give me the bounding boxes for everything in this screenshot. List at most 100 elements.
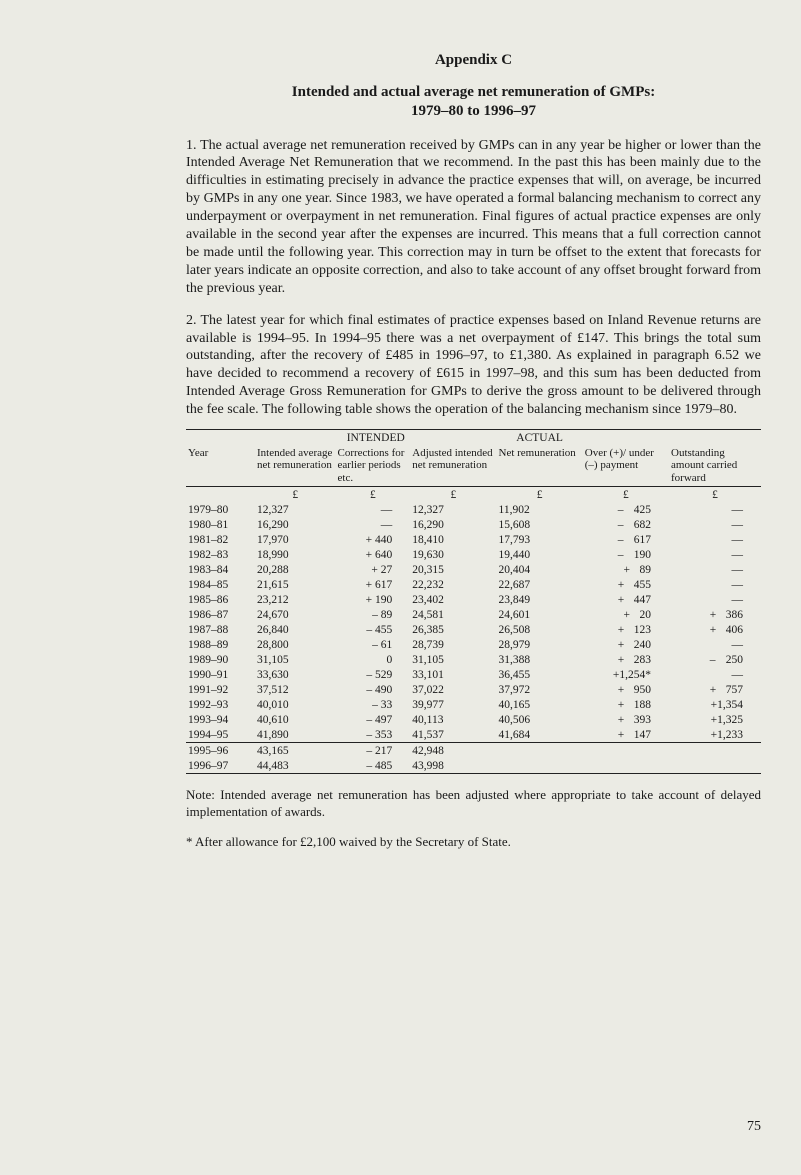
cell-value: – 61 [336, 637, 411, 652]
cell-value: 37,022 [410, 682, 496, 697]
cell-year: 1996–97 [186, 758, 255, 774]
cell-outstanding: +757 [669, 682, 761, 697]
table-row: 1984–8521,615+ 61722,23222,687+455— [186, 577, 761, 592]
cell-outstanding: — [669, 637, 761, 652]
cell-value: 23,402 [410, 592, 496, 607]
col-net: Net remuneration [497, 445, 583, 486]
cell-value: 24,601 [497, 607, 583, 622]
cell-year: 1981–82 [186, 532, 255, 547]
cell-value: 23,212 [255, 592, 336, 607]
cell-value: 0 [336, 652, 411, 667]
cell-value: 33,630 [255, 667, 336, 682]
cell-value: 16,290 [410, 517, 496, 532]
cell-value [497, 743, 583, 759]
cell-outstanding: — [669, 532, 761, 547]
cell-value: – 490 [336, 682, 411, 697]
cell-value: 21,615 [255, 577, 336, 592]
table-row: 1983–8420,288+ 2720,31520,404+89— [186, 562, 761, 577]
table-footnote: * After allowance for £2,100 waived by t… [186, 834, 761, 850]
cell-value: 28,800 [255, 637, 336, 652]
cell-value: 40,113 [410, 712, 496, 727]
cell-outstanding [669, 758, 761, 774]
cell-value: + 190 [336, 592, 411, 607]
cell-over-under: +240 [583, 637, 669, 652]
table-row: 1979–8012,327—12,32711,902–425— [186, 502, 761, 517]
paragraph-1: 1. The actual average net remuneration r… [186, 137, 761, 298]
cell-value: 37,512 [255, 682, 336, 697]
cell-value: — [336, 517, 411, 532]
cell-value [497, 758, 583, 774]
cell-value: 23,849 [497, 592, 583, 607]
cell-year: 1988–89 [186, 637, 255, 652]
cell-value: 12,327 [255, 502, 336, 517]
cell-value: 15,608 [497, 517, 583, 532]
cell-year: 1987–88 [186, 622, 255, 637]
cell-outstanding: +1,325 [669, 712, 761, 727]
cell-value: 18,410 [410, 532, 496, 547]
col-outstanding: Outstanding amount carried forward [669, 445, 761, 486]
cell-value: 26,385 [410, 622, 496, 637]
table-row: 1993–9440,610– 49740,11340,506+393+1,325 [186, 712, 761, 727]
cell-value: 40,506 [497, 712, 583, 727]
cell-value: + 640 [336, 547, 411, 562]
unit-6: £ [669, 487, 761, 503]
table-row: 1985–8623,212+ 19023,40223,849+447— [186, 592, 761, 607]
table-row: 1990–9133,630– 52933,10136,455+1,254*— [186, 667, 761, 682]
section-actual: ACTUAL [497, 430, 583, 446]
appendix-label: Appendix C [186, 52, 761, 69]
page-title: Intended and actual average net remunera… [186, 83, 761, 121]
cell-value: 40,010 [255, 697, 336, 712]
cell-outstanding: +386 [669, 607, 761, 622]
cell-outstanding: — [669, 577, 761, 592]
cell-value: – 353 [336, 727, 411, 743]
cell-value: – 217 [336, 743, 411, 759]
cell-value: 33,101 [410, 667, 496, 682]
cell-year: 1991–92 [186, 682, 255, 697]
cell-over-under [583, 743, 669, 759]
unit-5: £ [583, 487, 669, 503]
title-line-1: Intended and actual average net remunera… [186, 83, 761, 102]
cell-over-under: –617 [583, 532, 669, 547]
cell-value: 19,440 [497, 547, 583, 562]
col-over-under: Over (+)/ under (–) payment [583, 445, 669, 486]
cell-over-under: +393 [583, 712, 669, 727]
cell-year: 1985–86 [186, 592, 255, 607]
cell-over-under: +1,254* [583, 667, 669, 682]
cell-year: 1989–90 [186, 652, 255, 667]
title-line-2: 1979–80 to 1996–97 [186, 102, 761, 121]
cell-value: 22,232 [410, 577, 496, 592]
col-intended: Intended average net remuneration [255, 445, 336, 486]
cell-over-under: +20 [583, 607, 669, 622]
cell-year: 1986–87 [186, 607, 255, 622]
cell-value: 42,948 [410, 743, 496, 759]
cell-over-under: –425 [583, 502, 669, 517]
cell-value: 11,902 [497, 502, 583, 517]
cell-year: 1994–95 [186, 727, 255, 743]
table-row: 1996–9744,483– 48543,998 [186, 758, 761, 774]
cell-value: – 89 [336, 607, 411, 622]
table-note: Note: Intended average net remuneration … [186, 787, 761, 821]
cell-over-under: +950 [583, 682, 669, 697]
cell-year: 1992–93 [186, 697, 255, 712]
cell-outstanding: — [669, 502, 761, 517]
cell-value: 24,581 [410, 607, 496, 622]
cell-outstanding: — [669, 562, 761, 577]
table-row: 1995–9643,165– 21742,948 [186, 743, 761, 759]
table-row: 1989–9031,105031,10531,388+283–250 [186, 652, 761, 667]
cell-value: – 455 [336, 622, 411, 637]
section-intended: INTENDED [255, 430, 497, 446]
cell-outstanding: — [669, 592, 761, 607]
cell-year: 1980–81 [186, 517, 255, 532]
cell-outstanding: –250 [669, 652, 761, 667]
table-row: 1994–9541,890– 35341,53741,684+147+1,233 [186, 727, 761, 743]
cell-outstanding: +1,354 [669, 697, 761, 712]
remuneration-table: INTENDED ACTUAL Year Intended average ne… [186, 429, 761, 774]
cell-value: 22,687 [497, 577, 583, 592]
cell-value: 19,630 [410, 547, 496, 562]
cell-over-under: –682 [583, 517, 669, 532]
cell-value: 40,610 [255, 712, 336, 727]
unit-4: £ [497, 487, 583, 503]
cell-year: 1983–84 [186, 562, 255, 577]
cell-value: + 27 [336, 562, 411, 577]
col-adjusted: Adjusted intended net remuneration [410, 445, 496, 486]
